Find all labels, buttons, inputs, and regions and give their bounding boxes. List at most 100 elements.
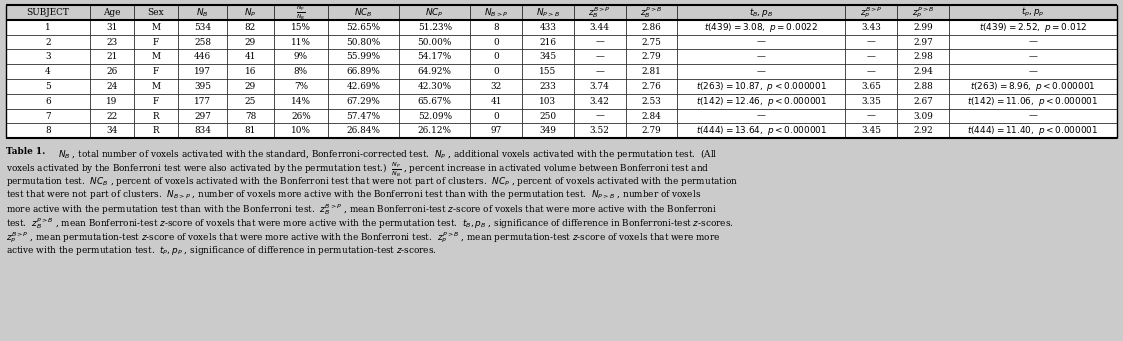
Bar bbox=[274, 34, 328, 49]
Text: $z_P^{B>P}$: $z_P^{B>P}$ bbox=[860, 5, 883, 20]
Text: 78: 78 bbox=[245, 112, 256, 120]
Bar bbox=[274, 108, 328, 123]
Text: 297: 297 bbox=[194, 112, 211, 120]
Bar bbox=[179, 20, 227, 34]
Text: 3.42: 3.42 bbox=[590, 97, 610, 106]
Text: 2.79: 2.79 bbox=[641, 126, 661, 135]
Text: —: — bbox=[757, 67, 766, 76]
Bar bbox=[846, 79, 897, 94]
Bar bbox=[274, 49, 328, 64]
Bar bbox=[626, 5, 677, 20]
Text: 22: 22 bbox=[107, 112, 118, 120]
Text: 67.29%: 67.29% bbox=[347, 97, 381, 106]
Text: 64.92%: 64.92% bbox=[418, 67, 451, 76]
Bar bbox=[328, 34, 399, 49]
Text: test that were not part of clusters.  $N_{B>P}$ , number of voxels more active w: test that were not part of clusters. $N_… bbox=[6, 188, 701, 202]
Text: 8%: 8% bbox=[294, 67, 308, 76]
Bar bbox=[6, 94, 90, 108]
Bar bbox=[677, 34, 846, 49]
Text: —: — bbox=[867, 52, 876, 61]
Text: $t(263) = 10.87,\ p < 0.000001$: $t(263) = 10.87,\ p < 0.000001$ bbox=[696, 80, 827, 93]
Text: $t(444) = 11.40,\ p < 0.000001$: $t(444) = 11.40,\ p < 0.000001$ bbox=[967, 124, 1098, 137]
Bar bbox=[897, 123, 949, 138]
Text: $t(263) = 8.96,\ p < 0.000001$: $t(263) = 8.96,\ p < 0.000001$ bbox=[970, 80, 1096, 93]
Text: 81: 81 bbox=[245, 126, 256, 135]
Text: 50.80%: 50.80% bbox=[347, 38, 381, 46]
Text: 233: 233 bbox=[539, 82, 556, 91]
Bar bbox=[6, 34, 90, 49]
Text: 3.35: 3.35 bbox=[861, 97, 882, 106]
Text: —: — bbox=[1029, 38, 1038, 46]
Text: SUBJECT: SUBJECT bbox=[27, 8, 70, 17]
Text: 26.84%: 26.84% bbox=[347, 126, 381, 135]
Text: 250: 250 bbox=[539, 112, 557, 120]
Text: $N_B$ , total number of voxels activated with the standard, Bonferroni-corrected: $N_B$ , total number of voxels activated… bbox=[58, 147, 718, 161]
Bar bbox=[399, 123, 471, 138]
Bar bbox=[897, 64, 949, 79]
Text: 2.76: 2.76 bbox=[641, 82, 661, 91]
Text: 19: 19 bbox=[107, 97, 118, 106]
Text: 2.98: 2.98 bbox=[913, 52, 933, 61]
Text: $t_B, p_B$: $t_B, p_B$ bbox=[749, 6, 774, 19]
Text: 3.74: 3.74 bbox=[590, 82, 610, 91]
Bar bbox=[522, 94, 574, 108]
Bar bbox=[471, 64, 522, 79]
Text: 7: 7 bbox=[45, 112, 51, 120]
Bar bbox=[90, 20, 134, 34]
Bar bbox=[949, 79, 1117, 94]
Text: active with the permutation test.  $t_P, p_P$ , significance of difference in pe: active with the permutation test. $t_P, … bbox=[6, 243, 437, 256]
Bar bbox=[328, 5, 399, 20]
Text: 24: 24 bbox=[107, 82, 118, 91]
Bar bbox=[574, 108, 626, 123]
Text: 3.44: 3.44 bbox=[590, 23, 610, 32]
Bar bbox=[677, 123, 846, 138]
Bar bbox=[134, 94, 179, 108]
Bar bbox=[471, 20, 522, 34]
Bar bbox=[227, 5, 274, 20]
Text: 52.65%: 52.65% bbox=[347, 23, 381, 32]
Text: 0: 0 bbox=[493, 67, 499, 76]
Bar bbox=[471, 49, 522, 64]
Bar bbox=[949, 123, 1117, 138]
Bar bbox=[897, 5, 949, 20]
Text: 258: 258 bbox=[194, 38, 211, 46]
Bar bbox=[90, 108, 134, 123]
Bar bbox=[134, 34, 179, 49]
Text: 21: 21 bbox=[107, 52, 118, 61]
Bar bbox=[897, 49, 949, 64]
Text: R: R bbox=[153, 112, 159, 120]
Text: $z_B^{B>P}$: $z_B^{B>P}$ bbox=[588, 5, 611, 20]
Text: 10%: 10% bbox=[291, 126, 311, 135]
Bar bbox=[399, 34, 471, 49]
Text: 26%: 26% bbox=[291, 112, 311, 120]
Bar bbox=[677, 20, 846, 34]
Text: 3.09: 3.09 bbox=[913, 112, 933, 120]
Bar bbox=[227, 34, 274, 49]
Text: 14%: 14% bbox=[291, 97, 311, 106]
Text: 23: 23 bbox=[107, 38, 118, 46]
Text: $z_P^{P>B}$: $z_P^{P>B}$ bbox=[912, 5, 934, 20]
Bar bbox=[574, 79, 626, 94]
Text: —: — bbox=[867, 112, 876, 120]
Bar bbox=[179, 79, 227, 94]
Text: —: — bbox=[757, 52, 766, 61]
Bar bbox=[179, 94, 227, 108]
Bar bbox=[6, 79, 90, 94]
Bar bbox=[846, 34, 897, 49]
Text: 25: 25 bbox=[245, 97, 256, 106]
Bar bbox=[626, 94, 677, 108]
Text: 2.53: 2.53 bbox=[641, 97, 661, 106]
Text: 3.45: 3.45 bbox=[861, 126, 882, 135]
Bar bbox=[90, 94, 134, 108]
Text: 349: 349 bbox=[539, 126, 556, 135]
Text: $N_{P>B}$: $N_{P>B}$ bbox=[536, 6, 560, 19]
Bar bbox=[227, 79, 274, 94]
Bar bbox=[626, 108, 677, 123]
Bar bbox=[574, 94, 626, 108]
Bar bbox=[574, 123, 626, 138]
Bar bbox=[471, 108, 522, 123]
Bar bbox=[522, 5, 574, 20]
Bar bbox=[90, 49, 134, 64]
Text: 41: 41 bbox=[491, 97, 502, 106]
Bar bbox=[949, 64, 1117, 79]
